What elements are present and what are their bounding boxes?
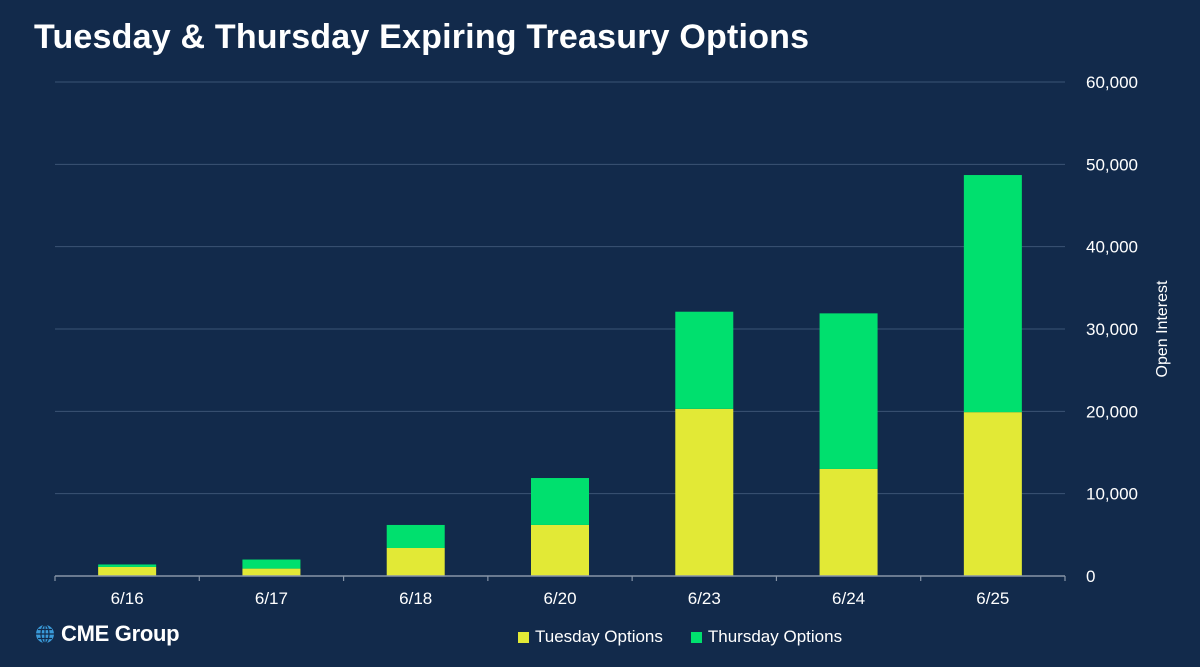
bar-tuesday	[98, 566, 157, 576]
y-tick-label: 10,000	[1086, 485, 1138, 504]
y-axis-title: Open Interest	[1154, 280, 1171, 378]
bar-tuesday	[819, 468, 878, 576]
x-tick-label: 6/23	[688, 589, 721, 608]
gridlines	[55, 81, 1065, 495]
bar-thursday	[386, 524, 445, 549]
y-tick-label: 40,000	[1086, 238, 1138, 257]
legend-swatch-thursday	[690, 631, 702, 643]
cme-group-logo: CME Group	[35, 621, 180, 647]
x-tick-label: 6/18	[399, 589, 432, 608]
legend-item-tuesday: Tuesday Options	[518, 627, 663, 647]
legend-label-tuesday: Tuesday Options	[535, 627, 663, 646]
x-tick-label: 6/17	[255, 589, 288, 608]
bar-thursday	[819, 313, 878, 469]
chart-title: Tuesday & Thursday Expiring Treasury Opt…	[34, 18, 810, 56]
bar-tuesday	[963, 412, 1022, 576]
y-tick-label: 20,000	[1086, 402, 1138, 421]
x-axis: 6/16 6/17 6/18 6/20 6/23 6/24 6/25	[54, 575, 1066, 608]
bar-thursday	[531, 478, 589, 525]
bar-tuesday	[386, 548, 445, 576]
bar-tuesday	[675, 408, 734, 576]
legend-label-thursday: Thursday Options	[707, 627, 843, 646]
y-tick-label: 50,000	[1086, 155, 1138, 174]
globe-icon	[36, 624, 54, 644]
bar-thursday	[242, 559, 301, 569]
logo-text: CME Group	[61, 621, 180, 646]
bar-tuesday	[531, 524, 589, 576]
y-axis: 0 10,000 20,000 30,000 40,000 50,000 60,000	[1086, 73, 1138, 586]
bar-thursday	[675, 311, 734, 409]
bar-thursday	[963, 175, 1022, 413]
bar-tuesday	[242, 568, 301, 576]
bars	[98, 175, 1022, 576]
x-tick-label: 6/16	[111, 589, 144, 608]
y-tick-label: 0	[1086, 567, 1095, 586]
bar-thursday	[98, 564, 157, 567]
y-tick-label: 30,000	[1086, 320, 1138, 339]
x-tick-label: 6/24	[832, 589, 865, 608]
y-tick-label: 60,000	[1086, 73, 1138, 92]
x-tick-label: 6/25	[976, 589, 1009, 608]
legend-item-thursday: Thursday Options	[690, 627, 843, 647]
legend: Tuesday Options Thursday Options	[518, 627, 842, 647]
x-tick-label: 6/20	[543, 589, 576, 608]
legend-swatch-tuesday	[518, 631, 529, 643]
